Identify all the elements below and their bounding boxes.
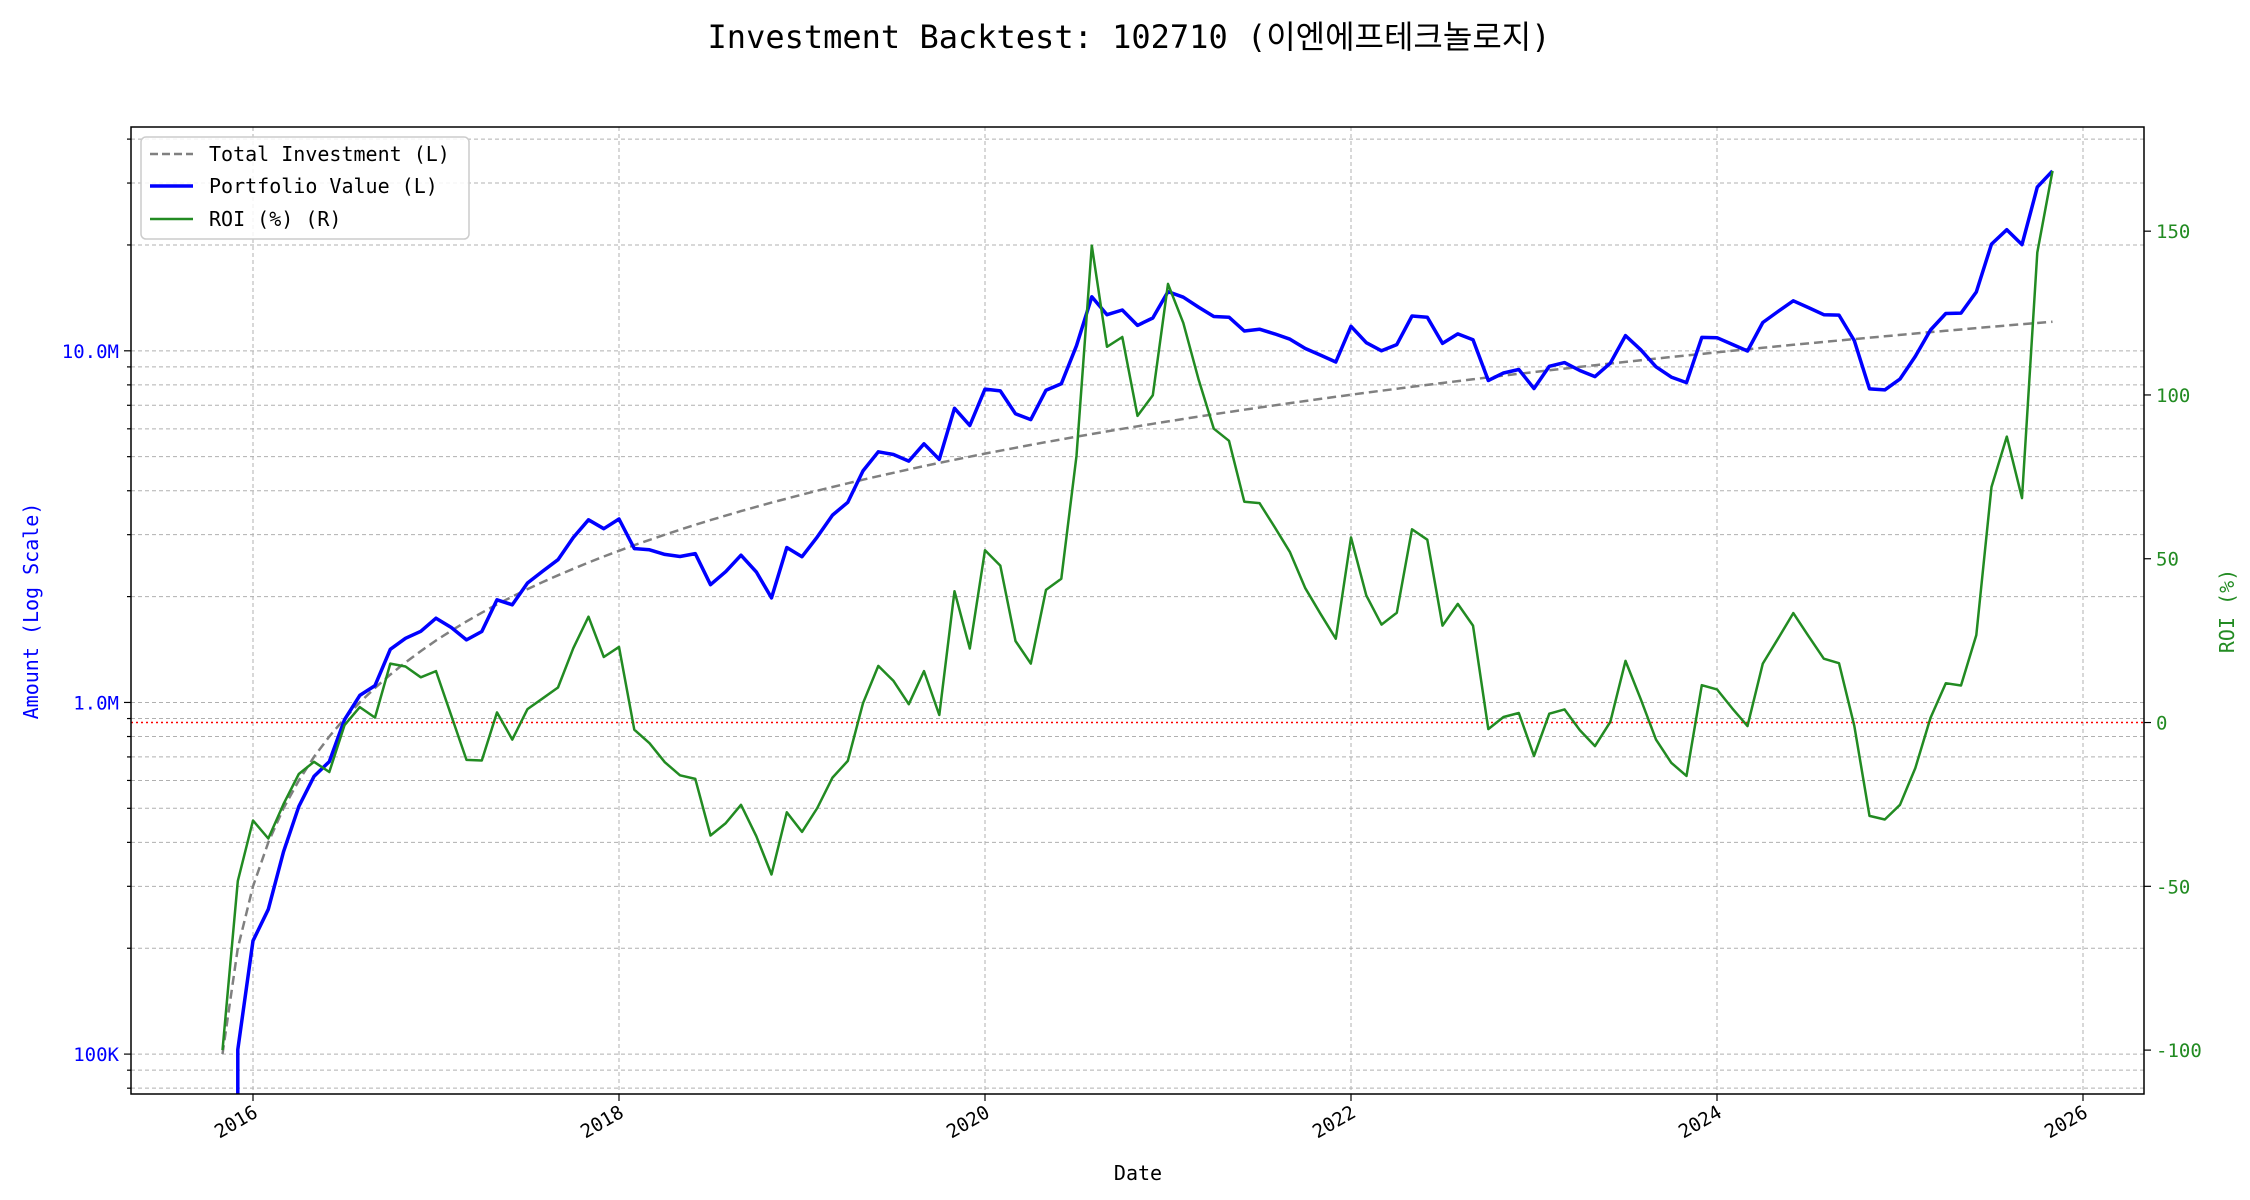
series-layer [131,169,2144,1094]
x-tick-label: 2024 [1675,1101,1726,1143]
y-left-tick-label: 100K [73,1044,119,1066]
x-axis-label: Date [1114,1161,1162,1185]
y-right-tick-label: -50 [2156,876,2190,898]
y-right-tick-label: 150 [2156,221,2190,243]
chart-title: Investment Backtest: 102710 (이엔에프테크놀로지) [708,18,1551,56]
y-right-tick-label: 0 [2156,713,2167,735]
x-tick-label: 2016 [211,1101,262,1143]
plot-frame [130,126,2145,1095]
x-tick-label: 2022 [1309,1101,1360,1143]
legend: Total Investment (L) Portfolio Value (L)… [140,136,470,240]
x-tick-label: 2020 [943,1101,994,1143]
x-tick-label: 2018 [577,1101,628,1143]
x-tick-label: 2026 [2041,1101,2092,1143]
y-axis-left-label: Amount (Log Scale) [19,503,43,720]
y-left-tick-label: 10.0M [62,341,119,363]
grid [131,127,2144,1094]
legend-label-roi: ROI (%) (R) [209,207,341,231]
legend-box [140,136,470,240]
y-right-tick-label: 50 [2156,549,2179,571]
series-line-roi [221,170,2054,1051]
y-left-tick-label: 1.0M [73,692,119,714]
y-right-tick-label: 100 [2156,385,2190,407]
y-axis-right-label: ROI (%) [2215,569,2239,653]
legend-label-investment: Total Investment (L) [209,142,450,166]
y-right-tick-label: -100 [2156,1040,2202,1062]
axes: 2016 2018 2020 2022 2024 2026 100K 1.0M 10.0M -10… [62,138,2202,1143]
series-line-total-investment [221,320,2053,1055]
series-line-portfolio-value [236,169,2054,1094]
legend-label-portfolio: Portfolio Value (L) [209,174,438,198]
